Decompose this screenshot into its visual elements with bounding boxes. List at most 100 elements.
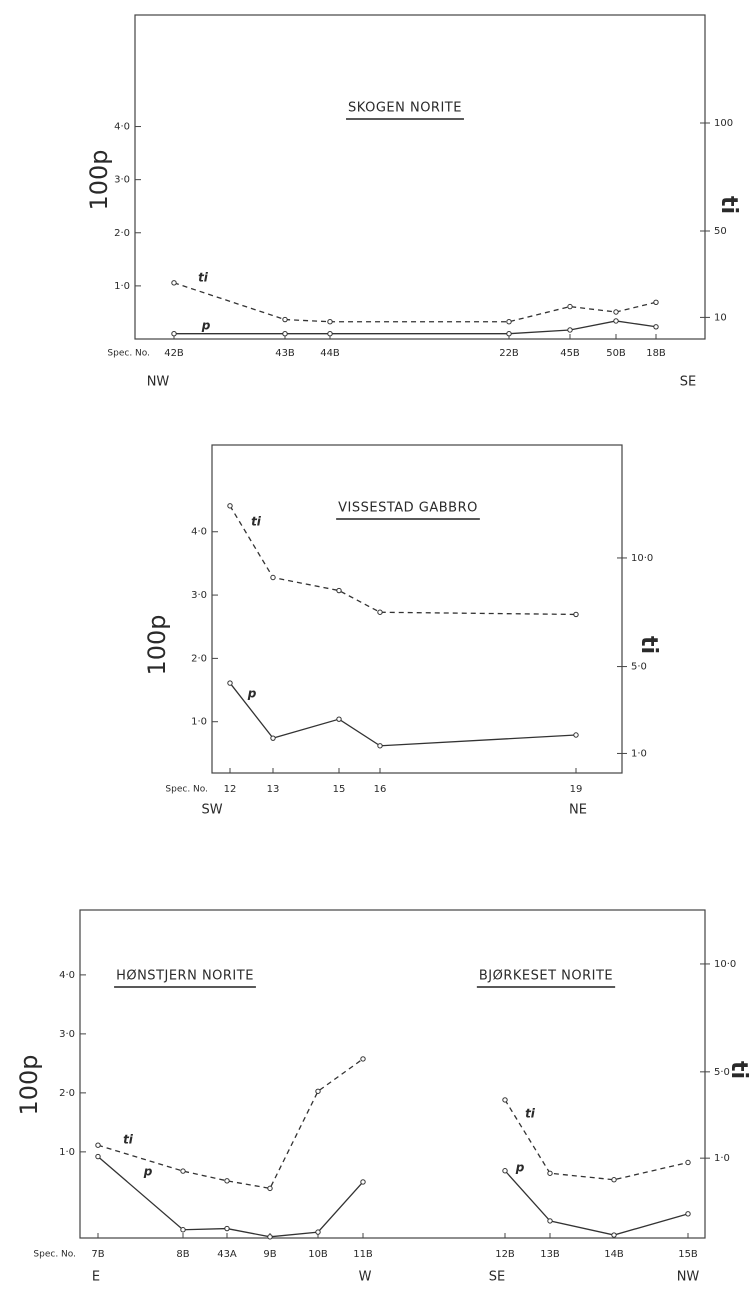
- y2-tick-label: 5·0: [631, 662, 647, 673]
- y2-tick-label: 10: [714, 312, 727, 323]
- y-axis-title: 100p: [15, 1054, 43, 1115]
- series-label: ti: [251, 515, 262, 529]
- data-point: [180, 1227, 186, 1233]
- data-point: [327, 319, 333, 325]
- direction-label: SE: [489, 1270, 505, 1285]
- series-line: [229, 682, 577, 747]
- series-label: p: [143, 1165, 153, 1179]
- x-tick-label: 12B: [495, 1249, 515, 1260]
- data-point: [267, 1234, 273, 1240]
- y-axis-title: 100p: [85, 149, 113, 210]
- chart-title: VISSESTAD GABBRO: [338, 501, 478, 516]
- data-point: [327, 330, 333, 337]
- x-tick-label: 45B: [560, 348, 580, 359]
- data-point: [506, 319, 512, 325]
- data-point: [573, 732, 579, 738]
- direction-label: NW: [677, 1270, 700, 1285]
- y2-tick-label: 10·0: [714, 959, 736, 970]
- y-tick-label: 3·0: [59, 1029, 75, 1040]
- series-line: [174, 320, 657, 335]
- data-point: [567, 303, 573, 310]
- x-tick-label: 14B: [604, 1249, 624, 1260]
- data-point: [224, 1225, 230, 1232]
- data-point: [360, 1056, 366, 1062]
- x-tick-label: 19: [570, 784, 583, 795]
- data-point: [227, 680, 233, 686]
- x-tick-label: 13: [267, 784, 280, 795]
- data-point: [224, 1178, 230, 1184]
- data-point: [282, 316, 288, 323]
- data-point: [336, 587, 342, 594]
- x-tick-label: 42B: [164, 348, 184, 359]
- x-tick-label: 50B: [606, 348, 626, 359]
- data-point: [506, 330, 512, 337]
- data-point: [611, 1232, 617, 1238]
- data-point: [315, 1229, 321, 1235]
- data-point: [653, 299, 659, 305]
- chart-title: HØNSTJERN NORITE: [116, 969, 254, 984]
- y-tick-label: 2·0: [191, 653, 207, 664]
- y-tick-label: 4·0: [59, 970, 75, 981]
- direction-label: W: [359, 1270, 372, 1285]
- y2-tick-label: 1·0: [714, 1153, 730, 1164]
- chart-title: SKOGEN NORITE: [348, 101, 462, 116]
- data-point: [282, 330, 288, 337]
- series-line: [97, 1156, 689, 1238]
- direction-label: SW: [201, 803, 222, 818]
- data-point: [180, 1168, 186, 1174]
- data-point: [502, 1168, 508, 1174]
- data-point: [611, 1177, 617, 1183]
- data-point: [270, 574, 276, 581]
- x-tick-label: 12: [224, 784, 237, 795]
- data-point: [171, 280, 177, 286]
- direction-label: NW: [147, 375, 170, 390]
- data-point: [315, 1088, 321, 1094]
- data-point: [653, 324, 659, 330]
- x-tick-label: 13B: [540, 1249, 560, 1260]
- y-tick-label: 2·0: [59, 1088, 75, 1099]
- chart: 1·0 2·0 3·0 4·0 1·0 5·0 10·0 100p ti Spec. No. 7B 8…: [15, 909, 751, 1285]
- y2-tick-label: 1·0: [631, 748, 647, 759]
- x-tick-label: 10B: [308, 1249, 328, 1260]
- y-tick-label: 2·0: [114, 228, 130, 239]
- x-tick-label: 15: [333, 784, 346, 795]
- data-point: [336, 716, 342, 722]
- data-point: [95, 1153, 101, 1160]
- x-tick-label: 7B: [91, 1249, 104, 1260]
- direction-label: NE: [569, 803, 587, 818]
- x-tick-label: 8B: [176, 1249, 189, 1260]
- x-tick-label: 22B: [499, 348, 519, 359]
- y-axis-title: 100p: [143, 614, 171, 675]
- x-tick-label: 18B: [646, 348, 666, 359]
- x-tick-label: 9B: [263, 1249, 276, 1260]
- direction-label: E: [92, 1270, 100, 1285]
- y-tick-label: 3·0: [114, 175, 130, 186]
- y2-tick-label: 100: [714, 118, 733, 129]
- data-point: [377, 743, 383, 749]
- data-point: [171, 330, 177, 337]
- series-label: p: [515, 1161, 525, 1175]
- data-point: [377, 609, 383, 615]
- x-tick-label: 43B: [275, 348, 295, 359]
- data-point: [502, 1097, 508, 1103]
- series-label: ti: [198, 271, 209, 285]
- y-tick-label: 1·0: [114, 281, 130, 292]
- y2-axis-title: ti: [636, 636, 661, 654]
- x-tick-label: 11B: [353, 1249, 373, 1260]
- data-point: [685, 1159, 691, 1166]
- x-tick-label: 43A: [217, 1249, 237, 1260]
- series-line: [173, 282, 657, 323]
- x-tick-label: 15B: [678, 1249, 698, 1260]
- plot-frame: [211, 444, 623, 774]
- data-point: [573, 611, 579, 618]
- x-tick-label: 16: [374, 784, 387, 795]
- x-axis-title: Spec. No.: [107, 349, 150, 359]
- x-axis-title: Spec. No.: [33, 1250, 76, 1260]
- y2-tick-label: 10·0: [631, 553, 653, 564]
- direction-label: SE: [680, 375, 696, 390]
- data-point: [360, 1179, 366, 1185]
- y2-axis-title: ti: [716, 196, 741, 214]
- y-tick-label: 1·0: [59, 1147, 75, 1158]
- y2-tick-label: 50: [714, 226, 727, 237]
